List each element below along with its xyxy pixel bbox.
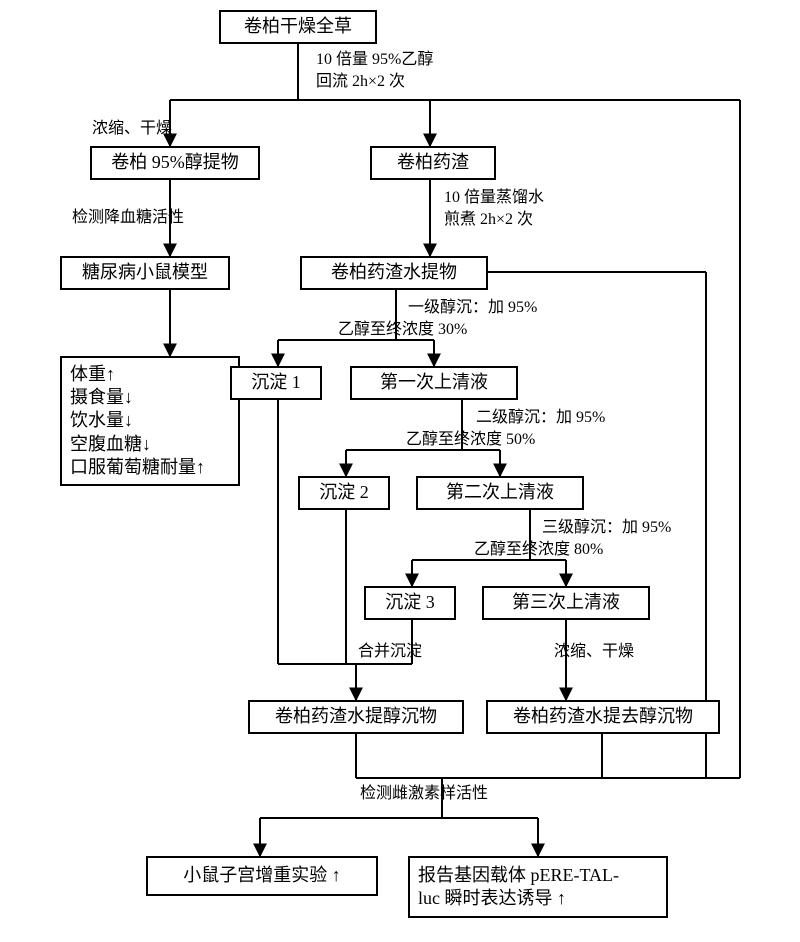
- node-n9: 沉淀 2: [298, 476, 390, 510]
- node-n10: 第二次上清液: [416, 476, 584, 510]
- node-text-n1: 卷柏干燥全草: [244, 15, 352, 38]
- node-text-n12: 第三次上清液: [512, 591, 620, 614]
- node-n2: 卷柏 95%醇提物: [90, 146, 260, 180]
- node-text-n11: 沉淀 3: [385, 591, 435, 614]
- label-l10: 乙醇至终浓度 50%: [406, 430, 535, 449]
- node-n8: 第一次上清液: [350, 366, 518, 400]
- node-text-n10: 第二次上清液: [446, 481, 554, 504]
- label-l12: 乙醇至终浓度 80%: [474, 540, 603, 559]
- node-n3: 卷柏药渣: [370, 146, 496, 180]
- node-text-n15: 小鼠子宫增重实验 ↑: [183, 864, 341, 887]
- node-n15: 小鼠子宫增重实验 ↑: [146, 856, 378, 896]
- label-l2: 回流 2h×2 次: [316, 72, 405, 91]
- node-text-n2: 卷柏 95%醇提物: [111, 151, 239, 174]
- node-text-n6: 体重↑ 摄食量↓ 饮水量↓ 空腹血糖↓ 口服葡萄糖耐量↑: [70, 363, 205, 480]
- node-n16: 报告基因载体 pERE-TAL- luc 瞬时表达诱导 ↑: [408, 856, 668, 918]
- node-text-n4: 糖尿病小鼠模型: [82, 261, 208, 284]
- node-text-n13: 卷柏药渣水提醇沉物: [275, 705, 437, 728]
- label-l1: 10 倍量 95%乙醇: [316, 50, 433, 69]
- label-l9: 二级醇沉：加 95%: [476, 408, 605, 427]
- label-l15: 检测雌激素样活性: [360, 784, 488, 803]
- label-l4: 检测降血糖活性: [72, 208, 184, 227]
- node-n13: 卷柏药渣水提醇沉物: [248, 700, 464, 734]
- label-l13: 合并沉淀: [358, 642, 422, 661]
- node-n6: 体重↑ 摄食量↓ 饮水量↓ 空腹血糖↓ 口服葡萄糖耐量↑: [60, 356, 240, 486]
- node-n14: 卷柏药渣水提去醇沉物: [486, 700, 720, 734]
- node-text-n5: 卷柏药渣水提物: [331, 261, 457, 284]
- label-l14: 浓缩、干燥: [554, 642, 634, 661]
- node-n4: 糖尿病小鼠模型: [60, 256, 230, 290]
- label-l5: 10 倍量蒸馏水: [444, 188, 544, 207]
- node-text-n9: 沉淀 2: [319, 481, 369, 504]
- label-l6: 煎煮 2h×2 次: [444, 210, 533, 229]
- node-n5: 卷柏药渣水提物: [300, 256, 488, 290]
- node-text-n16: 报告基因载体 pERE-TAL- luc 瞬时表达诱导 ↑: [418, 864, 619, 911]
- node-n12: 第三次上清液: [482, 586, 650, 620]
- label-l7: 一级醇沉：加 95%: [408, 298, 537, 317]
- node-text-n14: 卷柏药渣水提去醇沉物: [513, 705, 693, 728]
- node-text-n3: 卷柏药渣: [397, 151, 469, 174]
- node-n7: 沉淀 1: [230, 366, 322, 400]
- node-n11: 沉淀 3: [364, 586, 456, 620]
- label-l8: 乙醇至终浓度 30%: [338, 320, 467, 339]
- label-l3: 浓缩、干燥: [92, 119, 172, 138]
- node-text-n8: 第一次上清液: [380, 371, 488, 394]
- node-text-n7: 沉淀 1: [251, 371, 301, 394]
- node-n1: 卷柏干燥全草: [219, 10, 377, 44]
- label-l11: 三级醇沉：加 95%: [542, 518, 671, 537]
